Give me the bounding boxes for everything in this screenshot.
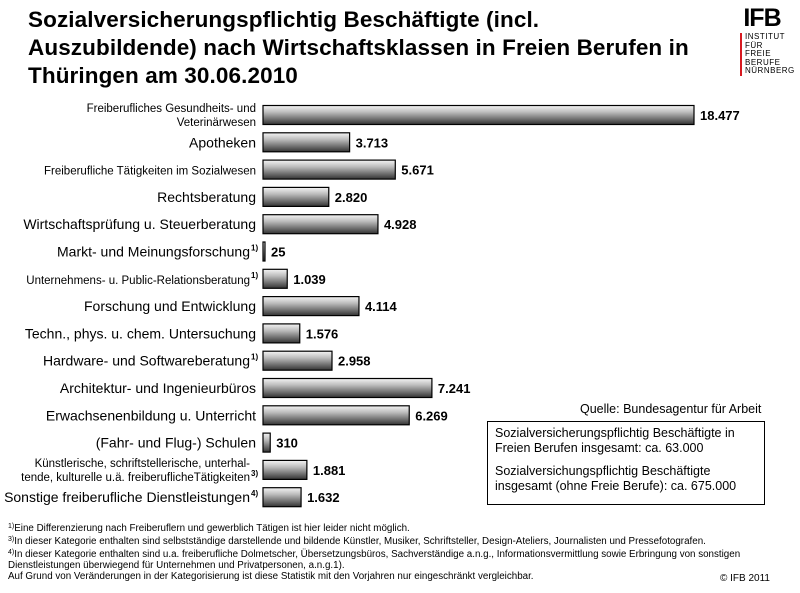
bar-value-label: 3.713 bbox=[356, 135, 389, 150]
category-label: Freiberufliche Tätigkeiten im Sozialwese… bbox=[44, 166, 256, 178]
footnote-note: Auf Grund von Veränderungen in der Kateg… bbox=[8, 571, 534, 582]
bar-chart: 18.477 Freiberufliches Gesundheits- und Ve… bbox=[4, 103, 740, 508]
footnote-marker: 1) bbox=[251, 271, 258, 280]
footnote: 3)In dieser Kategorie enthalten sind sel… bbox=[8, 536, 706, 547]
category-label: Rechtsberatung bbox=[157, 189, 256, 205]
bar-value-label: 25 bbox=[271, 245, 285, 260]
bar bbox=[262, 268, 288, 289]
footnote-marker: 4) bbox=[251, 489, 258, 498]
bar-value-label: 18.477 bbox=[700, 108, 740, 123]
logo-line: BERUFE bbox=[745, 57, 781, 67]
category-label: Sonstige freiberufliche Dienstleistungen bbox=[4, 489, 250, 505]
bar bbox=[262, 104, 695, 126]
bar-value-label: 5.671 bbox=[401, 163, 434, 178]
bar-value-label: 6.269 bbox=[415, 408, 448, 423]
bar-value-label: 4.114 bbox=[365, 299, 398, 314]
bar bbox=[262, 186, 330, 207]
ifb-logo: IFB INSTITUT FÜR FREIE BERUFE NÜRNBERG bbox=[734, 4, 795, 76]
bar bbox=[262, 132, 351, 153]
bar-value-label: 4.928 bbox=[384, 217, 417, 232]
bar bbox=[262, 405, 410, 426]
bar-value-label: 1.039 bbox=[293, 272, 326, 287]
footnotes: 1)Eine Differenzierung nach Freiberufler… bbox=[8, 521, 793, 582]
bar bbox=[262, 214, 379, 235]
category-label: Wirtschaftsprüfung u. Steuerberatung bbox=[23, 216, 256, 232]
bar bbox=[262, 159, 396, 180]
footnote-marker: 1) bbox=[251, 244, 258, 253]
category-label: Forschung und Entwicklung bbox=[84, 298, 256, 314]
category-label: tende, kulturelle u.ä. freiberuflicheTät… bbox=[21, 472, 250, 484]
bar-value-label: 2.820 bbox=[335, 190, 368, 205]
category-label: Architektur- und Ingenieurbüros bbox=[60, 380, 256, 396]
source-label: Quelle: Bundesagentur für Arbeit bbox=[580, 402, 762, 416]
bars-group: 18.477 Freiberufliches Gesundheits- und Ve… bbox=[4, 103, 740, 508]
category-label: Markt- und Meinungsforschung bbox=[57, 244, 250, 260]
logo-subtitle: INSTITUT FÜR FREIE BERUFE NÜRNBERG bbox=[740, 32, 795, 76]
bar-value-label: 1.881 bbox=[313, 463, 346, 478]
bar bbox=[262, 323, 301, 344]
logo-mark: IFB bbox=[743, 4, 781, 32]
info-total-free-professions: Sozialversicherungspflichtig Beschäftigt… bbox=[495, 426, 735, 455]
bar bbox=[262, 241, 266, 262]
bar bbox=[262, 296, 360, 317]
logo-line: FÜR FREIE bbox=[745, 40, 772, 59]
info-total-other: Sozialversichungspflichtig Beschäftigte … bbox=[495, 464, 737, 493]
category-label: Hardware- und Softwareberatung bbox=[43, 353, 250, 369]
category-label: Erwachsenenbildung u. Unterricht bbox=[46, 407, 256, 423]
bar-value-label: 310 bbox=[276, 436, 298, 451]
logo-line: NÜRNBERG bbox=[745, 66, 795, 76]
category-label: Unternehmens- u. Public-Relationsberatun… bbox=[26, 275, 250, 287]
logo-line: INSTITUT bbox=[745, 32, 785, 41]
bar-value-label: 1.632 bbox=[307, 490, 340, 505]
category-label: Künstlerische, schriftstellerische, unte… bbox=[35, 458, 251, 470]
bar bbox=[262, 432, 271, 453]
info-box: Sozialversicherungspflichtig Beschäftigt… bbox=[487, 421, 765, 505]
bar bbox=[262, 377, 433, 399]
category-label: Apotheken bbox=[189, 134, 256, 150]
chart-title: Sozialversicherungspflichtig Beschäftigt… bbox=[28, 7, 689, 88]
bar bbox=[262, 459, 308, 480]
bar-value-label: 1.576 bbox=[306, 326, 339, 341]
footnote-marker: 3) bbox=[251, 469, 258, 478]
bar-value-label: 7.241 bbox=[438, 381, 471, 396]
category-label: Techn., phys. u. chem. Untersuchung bbox=[25, 325, 256, 341]
category-label: Veterinärwesen bbox=[177, 117, 256, 129]
footnote: 4)In dieser Kategorie enthalten sind u.a… bbox=[8, 549, 741, 571]
footnote-marker: 1) bbox=[251, 353, 258, 362]
category-label: Freiberufliches Gesundheits- und bbox=[87, 103, 256, 115]
copyright: © IFB 2011 bbox=[720, 573, 770, 584]
footnote: 1)Eine Differenzierung nach Freiberufler… bbox=[8, 523, 410, 534]
bar bbox=[262, 487, 302, 508]
bar bbox=[262, 350, 333, 371]
bar-value-label: 2.958 bbox=[338, 354, 371, 369]
category-label: (Fahr- und Flug-) Schulen bbox=[96, 435, 256, 451]
